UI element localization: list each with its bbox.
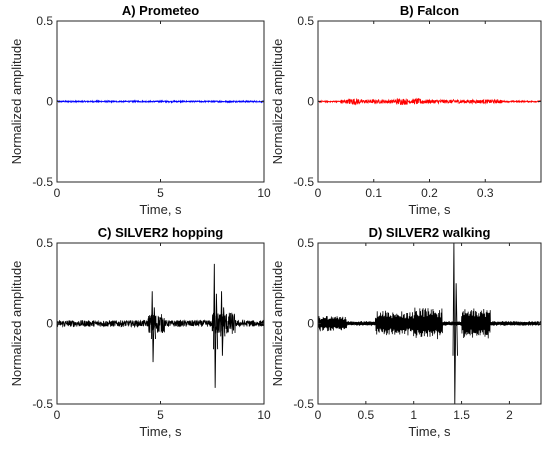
y-tick-label: 0 [307,317,314,331]
x-tick-label: 10 [257,186,271,200]
x-tick-label: 5 [157,186,164,200]
y-tick-label: 0.5 [36,14,53,28]
y-tick-label: -0.5 [32,397,53,411]
y-tick-label: 0 [46,95,53,109]
x-tick-label: 0 [315,186,322,200]
series-line [56,312,265,335]
y-tick-label: -0.5 [293,397,314,411]
x-axis-label: Time, s [139,424,182,439]
series-line [317,97,542,106]
x-tick-label: 1 [410,408,417,422]
x-tick-label: 0.1 [365,186,382,200]
x-tick-label: 0 [315,408,322,422]
y-tick-label: -0.5 [32,175,53,189]
y-tick-label: -0.5 [293,175,314,189]
x-tick-label: 0 [54,408,61,422]
series-line [317,307,542,340]
x-tick-label: 1.5 [453,408,470,422]
y-axis-label: Normalized amplitude [9,39,24,165]
x-tick-label: 5 [157,408,164,422]
y-axis-label: Normalized amplitude [270,261,285,387]
x-tick-label: 0.3 [477,186,494,200]
y-axis-label: Normalized amplitude [270,39,285,165]
x-tick-label: 0.5 [358,408,375,422]
chart-title: C) SILVER2 hopping [98,225,223,240]
x-axis-label: Time, s [139,202,182,217]
x-axis-label: Time, s [408,424,451,439]
signal-spike [213,263,219,388]
x-tick-label: 10 [257,408,271,422]
chart-title: D) SILVER2 walking [369,225,491,240]
y-tick-label: 0.5 [297,236,314,250]
chart-title: A) Prometeo [122,3,199,18]
x-tick-label: 0 [54,186,61,200]
y-tick-label: 0.5 [36,236,53,250]
y-tick-label: 0 [307,95,314,109]
y-axis-label: Normalized amplitude [9,261,24,387]
x-tick-label: 0.2 [421,186,438,200]
x-tick-label: 2 [506,408,513,422]
chart-title: B) Falcon [400,3,459,18]
signal-spike [220,291,226,356]
y-tick-label: 0.5 [297,14,314,28]
x-axis-label: Time, s [408,202,451,217]
panel-4: 0 0.5 1 1.5 2-0.500.5D) SILVER2 walkingTime,… [270,225,542,439]
y-tick-label: 0 [46,317,53,331]
series-line [56,99,265,104]
signal-spike [150,291,156,363]
